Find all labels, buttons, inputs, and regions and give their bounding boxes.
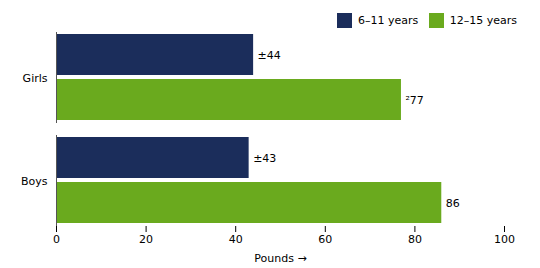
html-text:6–11 years: 6–11 years [358,14,419,27]
svg-text:80: 80 [408,233,422,246]
svg-text:100: 100 [494,233,515,246]
svg-text:Pounds →: Pounds → [254,252,306,265]
svg-text:²77: ²77 [405,94,423,107]
svg-text:Girls: Girls [23,72,48,85]
svg-text:0: 0 [53,233,60,246]
svg-text:±43: ±43 [253,152,276,165]
svg-text:Boys: Boys [21,175,48,188]
svg-text:86: 86 [446,197,460,210]
svg-text:40: 40 [229,233,243,246]
html-text:12–15 years: 12–15 years [449,14,517,27]
svg-text:±44: ±44 [258,49,281,62]
svg-text:60: 60 [318,233,332,246]
svg-text:20: 20 [139,233,153,246]
